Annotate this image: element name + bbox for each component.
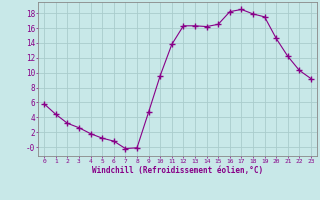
X-axis label: Windchill (Refroidissement éolien,°C): Windchill (Refroidissement éolien,°C) — [92, 166, 263, 175]
